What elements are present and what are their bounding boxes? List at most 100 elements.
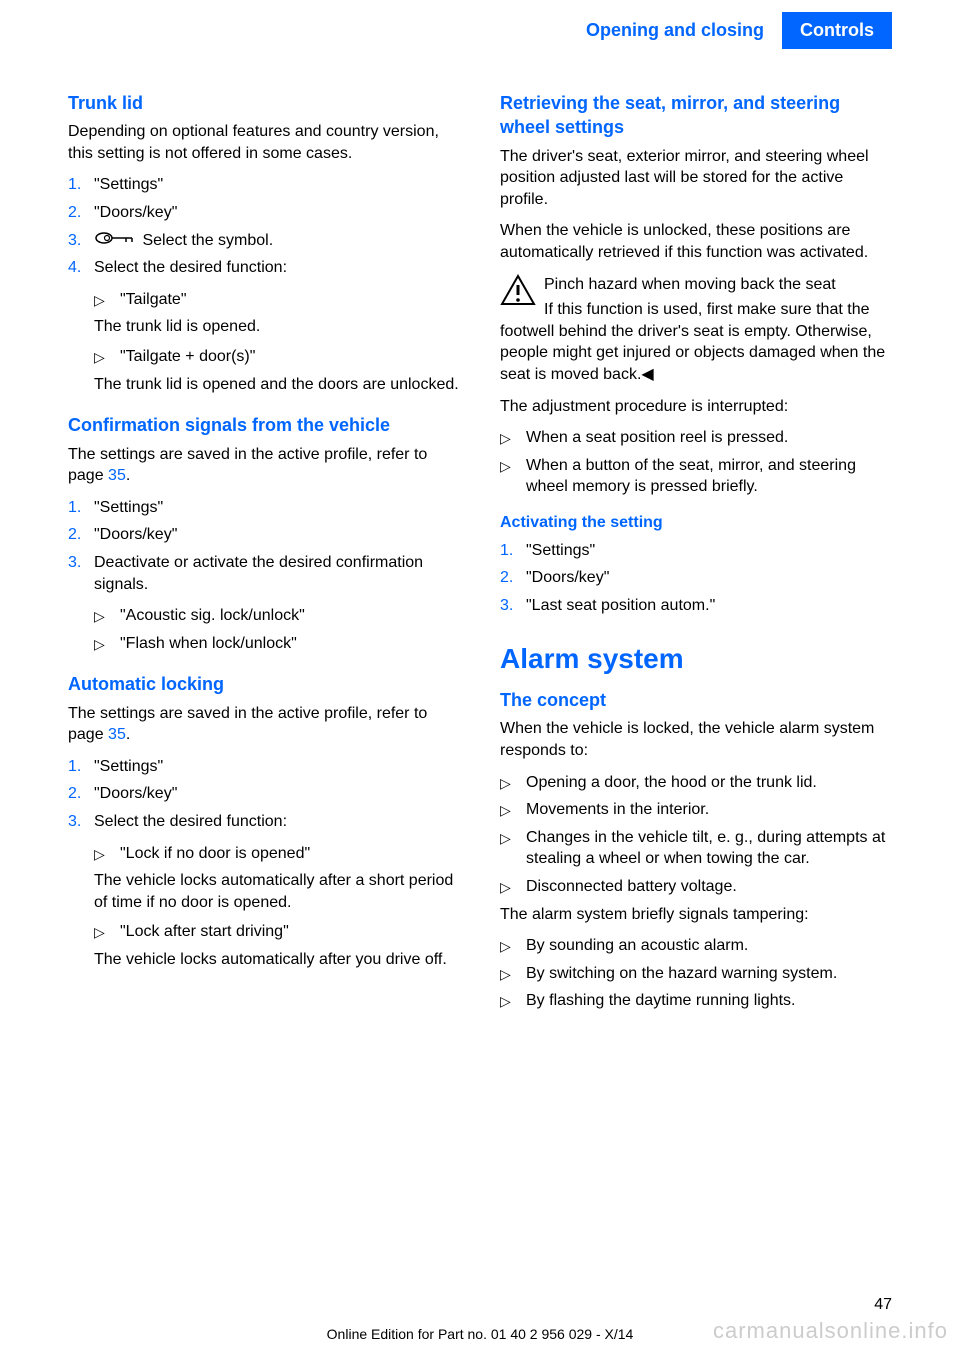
page-link[interactable]: 35 (108, 726, 126, 743)
sub-desc: The trunk lid is opened. (68, 316, 460, 338)
bullet-icon: ▷ (500, 455, 526, 498)
retrieve-p1: The driver's seat, exterior mirror, and … (500, 146, 892, 211)
sub-desc: The trunk lid is opened and the doors ar… (68, 374, 460, 396)
step-number: 1. (68, 756, 94, 778)
confirm-sublist: ▷"Acoustic sig. lock/unlock" ▷"Flash whe… (68, 605, 460, 654)
bullet-icon: ▷ (500, 772, 526, 794)
alarm-intro: When the vehicle is locked, the vehicle … (500, 718, 892, 761)
list-text: When a button of the seat, mirror, and s… (526, 455, 892, 498)
auto-lock-sublist: ▷"Lock if no door is opened" (68, 843, 460, 865)
bullet-icon: ▷ (500, 427, 526, 449)
sub-desc: The vehicle locks automatically after a … (68, 870, 460, 913)
bullet-icon: ▷ (500, 963, 526, 985)
alarm-responds-list: ▷Opening a door, the hood or the trunk l… (500, 772, 892, 898)
step-number: 4. (68, 257, 94, 279)
list-text: By flashing the daytime running lights. (526, 990, 892, 1012)
bullet-icon: ▷ (500, 935, 526, 957)
auto-lock-heading: Automatic locking (68, 672, 460, 696)
step-text: "Settings" (94, 174, 460, 196)
sub-text: "Acoustic sig. lock/unlock" (120, 605, 460, 627)
sub-text: "Lock after start driving" (120, 921, 460, 943)
left-column: Trunk lid Depending on optional features… (68, 91, 460, 1018)
step-text: Deactivate or activate the desired confi… (94, 552, 460, 595)
auto-lock-intro: The settings are saved in the active pro… (68, 703, 460, 746)
trunk-lid-intro: Depending on optional features and count… (68, 121, 460, 164)
trunk-lid-sublist: ▷"Tailgate + door(s)" (68, 346, 460, 368)
confirm-steps: 1."Settings" 2."Doors/key" 3.Deactivate … (68, 497, 460, 595)
list-text: Changes in the vehicle tilt, e. g., duri… (526, 827, 892, 870)
step-number: 1. (68, 497, 94, 519)
sub-text: "Tailgate" (120, 289, 460, 311)
step-text: "Doors/key" (526, 567, 892, 589)
alarm-signals-list: ▷By sounding an acoustic alarm. ▷By swit… (500, 935, 892, 1012)
step-text: Select the desired function: (94, 257, 460, 279)
interrupt-intro: The adjustment procedure is interrupted: (500, 396, 892, 418)
step-text: Select the desired function: (94, 811, 460, 833)
confirm-heading: Confirmation signals from the vehicle (68, 413, 460, 437)
step-number: 2. (68, 524, 94, 546)
alarm-signals-intro: The alarm system briefly signals tamperi… (500, 904, 892, 926)
step-number: 2. (500, 567, 526, 589)
step-number: 2. (68, 783, 94, 805)
step-number: 1. (500, 540, 526, 562)
bullet-icon: ▷ (500, 876, 526, 898)
interrupt-list: ▷When a seat position reel is pressed. ▷… (500, 427, 892, 498)
right-column: Retrieving the seat, mirror, and steerin… (500, 91, 892, 1018)
step-text: "Settings" (94, 756, 460, 778)
step-number: 1. (68, 174, 94, 196)
trunk-lid-steps: 1."Settings" 2."Doors/key" 3. Select the… (68, 174, 460, 278)
bullet-icon: ▷ (94, 633, 120, 655)
step-number: 3. (68, 552, 94, 595)
confirm-intro: The settings are saved in the active pro… (68, 444, 460, 487)
remote-key-icon (94, 230, 138, 252)
step-text: Select the symbol. (94, 230, 460, 252)
step-number: 2. (68, 202, 94, 224)
activate-heading: Activating the setting (500, 512, 892, 534)
page-number: 47 (874, 1296, 892, 1314)
step-number: 3. (500, 595, 526, 617)
bullet-icon: ▷ (94, 921, 120, 943)
step-text: "Last seat position autom." (526, 595, 892, 617)
bullet-icon: ▷ (94, 289, 120, 311)
bullet-icon: ▷ (94, 346, 120, 368)
header-section-label: Opening and closing (586, 20, 764, 41)
warning-body: If this function is used, first make sur… (500, 301, 885, 383)
sub-desc: The vehicle locks automatically after yo… (68, 949, 460, 971)
step-text: "Doors/key" (94, 202, 460, 224)
trunk-lid-heading: Trunk lid (68, 91, 460, 115)
warning-block: Pinch hazard when moving back the seat I… (500, 274, 892, 386)
bullet-icon: ▷ (94, 605, 120, 627)
step-text: "Settings" (526, 540, 892, 562)
activate-steps: 1."Settings" 2."Doors/key" 3."Last seat … (500, 540, 892, 617)
sub-text: "Tailgate + door(s)" (120, 346, 460, 368)
header-tab-label: Controls (782, 12, 892, 49)
warning-icon (500, 274, 536, 313)
page-link[interactable]: 35 (108, 467, 126, 484)
retrieve-heading: Retrieving the seat, mirror, and steerin… (500, 91, 892, 140)
bullet-icon: ▷ (500, 799, 526, 821)
auto-lock-steps: 1."Settings" 2."Doors/key" 3.Select the … (68, 756, 460, 833)
step-text: "Doors/key" (94, 783, 460, 805)
step-text: "Doors/key" (94, 524, 460, 546)
concept-heading: The concept (500, 688, 892, 712)
list-text: Disconnected battery voltage. (526, 876, 892, 898)
page-header: Opening and closing Controls (0, 0, 960, 61)
step-number: 3. (68, 230, 94, 252)
watermark: carmanualsonline.info (713, 1318, 948, 1344)
page-content: Trunk lid Depending on optional features… (0, 61, 960, 1018)
list-text: By sounding an acoustic alarm. (526, 935, 892, 957)
sub-text: "Lock if no door is opened" (120, 843, 460, 865)
list-text: Opening a door, the hood or the trunk li… (526, 772, 892, 794)
warning-title: Pinch hazard when moving back the seat (544, 276, 836, 293)
sub-text: "Flash when lock/unlock" (120, 633, 460, 655)
alarm-heading: Alarm system (500, 640, 892, 678)
bullet-icon: ▷ (500, 827, 526, 870)
bullet-icon: ▷ (94, 843, 120, 865)
list-text: Movements in the interior. (526, 799, 892, 821)
list-text: By switching on the hazard warning syste… (526, 963, 892, 985)
retrieve-p2: When the vehicle is unlocked, these posi… (500, 220, 892, 263)
auto-lock-sublist: ▷"Lock after start driving" (68, 921, 460, 943)
bullet-icon: ▷ (500, 990, 526, 1012)
step-text: "Settings" (94, 497, 460, 519)
list-text: When a seat position reel is pressed. (526, 427, 892, 449)
